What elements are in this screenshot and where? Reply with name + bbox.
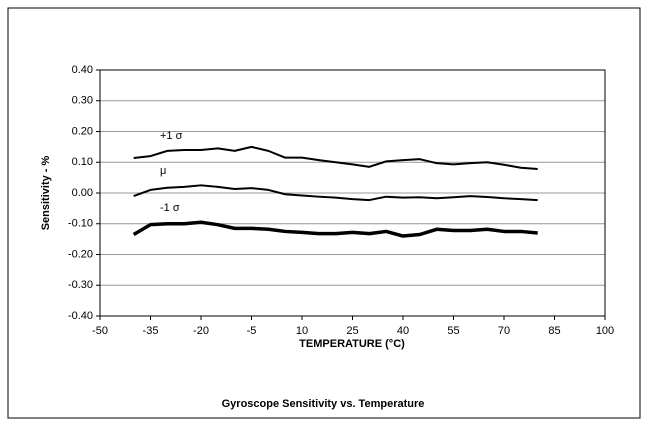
x-tick-label: -50 [92,325,108,337]
chart-title: Gyroscope Sensitivity vs. Temperature [222,398,425,410]
y-tick-label: -0.20 [68,248,93,260]
x-tick-label: 100 [596,325,614,337]
chart-frame [7,7,641,419]
series-label: μ [160,165,166,177]
series-label: -1 σ [160,202,180,214]
y-axis-label: Sensitivity - % [40,155,52,230]
y-tick-label: -0.30 [68,279,93,291]
y-tick-label: 0.30 [72,95,93,107]
plot-border [99,69,606,317]
y-tick-label: 0.00 [72,187,93,199]
y-tick-label: 0.20 [72,125,93,137]
x-tick-label: 85 [548,325,560,337]
y-tick-label: 0.40 [72,64,93,76]
x-tick-label: 70 [498,325,510,337]
y-tick-label: -0.40 [68,310,93,322]
series-label: +1 σ [160,130,183,142]
series-line [133,145,538,171]
x-axis-label: TEMPERATURE (°C) [299,338,405,350]
series-line [133,184,538,202]
y-tick-label: -0.10 [68,218,93,230]
x-tick-label: 25 [346,325,358,337]
x-tick-label: 55 [447,325,459,337]
y-tick-label: 0.10 [72,156,93,168]
x-tick-label: 10 [296,325,308,337]
x-tick-label: 40 [397,325,409,337]
x-tick-label: -5 [247,325,257,337]
series-line [132,220,538,238]
x-tick-label: -20 [193,325,209,337]
x-tick-label: -35 [143,325,159,337]
